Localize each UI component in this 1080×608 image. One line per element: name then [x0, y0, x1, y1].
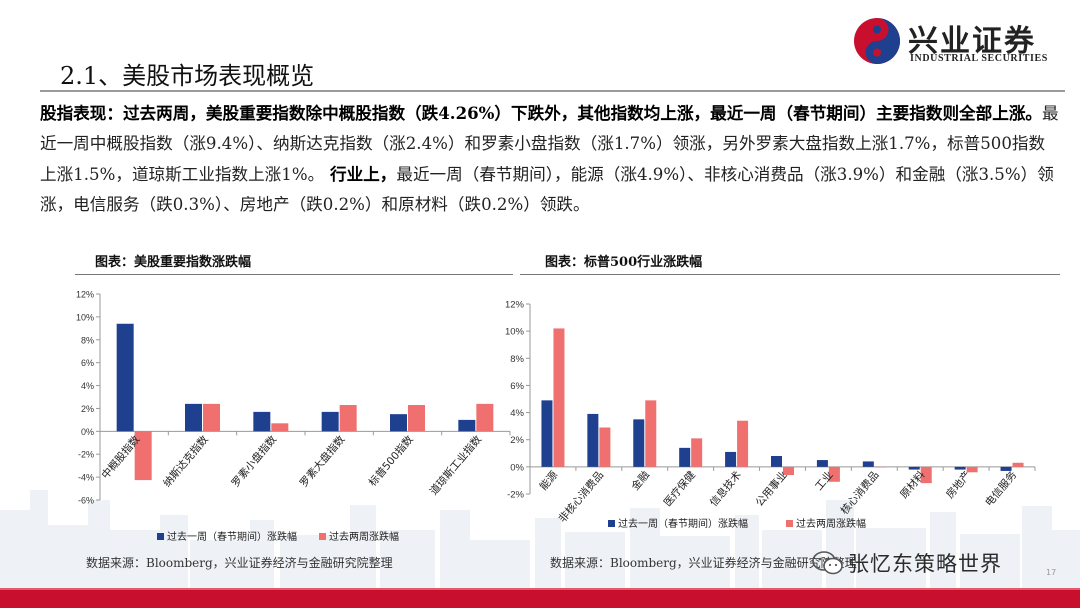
paragraph-bold-2: 行业上， — [324, 164, 397, 184]
chart2-bar-one-week — [908, 466, 920, 470]
chart2-bar-two-week — [783, 466, 794, 475]
summary-paragraph: 股指表现：过去两周，美股重要指数除中概股指数（跌4.26%）下跌外，其他指数均上… — [40, 98, 1060, 220]
chart1-y-tick-label: 8% — [81, 335, 94, 345]
chart2-bar-two-week — [966, 466, 978, 473]
chart1-legend-label-two-week: 过去两周涨跌幅 — [329, 530, 399, 543]
chart1-index-returns: -6%-4%-2%0%2%4%6%8%10%12%中概股指数 纳斯达克指数 罗素小盘… — [76, 290, 511, 543]
chart2-title-rule — [520, 274, 1060, 275]
chart2-bar-two-week — [874, 466, 886, 468]
chart2-bar-two-week — [645, 400, 657, 467]
chart2-bar-two-week — [691, 438, 703, 467]
chart1-bar-one-week — [185, 403, 202, 432]
brand-logo-mark-icon — [854, 18, 900, 64]
chart1-legend-label-one-week: 过去一周（春节期间）涨跌幅 — [167, 530, 297, 543]
chart2-bar-one-week — [725, 451, 737, 467]
chart1-bar-two-week — [271, 423, 289, 432]
chart1-y-tick-label: 10% — [76, 312, 94, 322]
chart2-category-label: 公用事业 — [753, 468, 790, 509]
chart2-bar-two-week — [828, 466, 840, 482]
footer-accent-line — [0, 588, 1080, 590]
city-skyline-background — [0, 490, 1080, 590]
brand-name-cn: 兴业证券 — [908, 24, 1036, 59]
chart1-category-label: 道琼斯工业指数 — [427, 433, 485, 498]
chart1-y-tick-label: -6% — [78, 496, 94, 506]
chart2-bar-one-week — [541, 400, 553, 467]
paragraph-bold-1: 股指表现：过去两周，美股重要指数除中概股指数（跌4.26%）下跌外，其他指数均上… — [40, 103, 1043, 123]
chart2-bar-two-week — [553, 328, 565, 467]
chart2-category-label: 电信服务 — [982, 468, 1019, 509]
chart1-bar-two-week — [339, 405, 357, 432]
title-divider — [40, 90, 1065, 92]
page-title: 2.1、美股市场表现概览 — [60, 62, 315, 90]
chart2-bar-one-week — [1000, 466, 1012, 471]
page-number: 17 — [1046, 568, 1057, 577]
chart1-category-label: 罗素大盘指数 — [297, 433, 348, 490]
chart1-bar-one-week — [321, 411, 339, 432]
chart1-legend-swatch-one-week — [157, 533, 164, 540]
chart2-bar-one-week — [633, 419, 645, 467]
chart2-legend-swatch-two-week — [786, 520, 793, 527]
chart1-category-label: 纳斯达克指数 — [160, 433, 211, 490]
chart2-y-tick-label: 10% — [505, 327, 525, 338]
chart1-bar-one-week — [116, 323, 134, 432]
paragraph-text-1: 最近一周中概股指数（涨9.4%）、纳斯达克指数（涨2.4%）和罗素小盘指数（涨1… — [40, 104, 1059, 184]
chart1-bar-two-week — [408, 405, 425, 432]
chart1-bar-one-week — [458, 419, 476, 432]
chart2-bar-one-week — [954, 466, 966, 470]
chart1-title: 图表：美股重要指数涨跌幅 — [95, 255, 252, 270]
chart1-title-rule — [75, 274, 513, 275]
chart2-bar-one-week — [862, 461, 874, 467]
chart2-category-label: 能源 — [537, 468, 561, 493]
chart2-bar-two-week — [920, 466, 932, 484]
wechat-icon — [812, 551, 843, 575]
chart1-bar-two-week — [134, 431, 152, 481]
chart1-y-tick-label: -4% — [78, 473, 94, 483]
chart2-category-label: 核心消费品 — [838, 468, 882, 517]
footer-bar — [0, 590, 1080, 608]
watermark-text: 张忆东策略世界 — [848, 552, 1002, 576]
chart1-category-label: 标普500指数 — [366, 433, 416, 489]
chart1-y-tick-label: 0% — [81, 427, 94, 437]
chart2-category-label: 金融 — [629, 468, 653, 493]
chart1-y-tick-label: 4% — [81, 381, 94, 391]
chart2-bar-two-week — [737, 420, 749, 467]
chart2-legend-swatch-one-week — [608, 520, 615, 527]
chart2-bar-two-week — [1012, 462, 1024, 467]
chart2-y-tick-label: 2% — [510, 435, 524, 446]
chart2-y-tick-label: 12% — [505, 300, 525, 311]
chart1-y-tick-label: 12% — [76, 290, 94, 300]
chart2-bar-one-week — [679, 447, 691, 467]
chart1-bar-one-week — [390, 414, 407, 432]
chart1-category-label: 罗素小盘指数 — [229, 433, 280, 490]
chart2-y-tick-label: 6% — [510, 381, 524, 392]
chart2-y-tick-label: 4% — [510, 408, 524, 419]
chart1-bar-two-week — [476, 403, 494, 432]
chart1-y-tick-label: 2% — [81, 404, 94, 414]
chart2-bar-one-week — [771, 456, 782, 467]
chart1-source: 数据来源：Bloomberg，兴业证券经济与金融研究院整理 — [86, 556, 393, 570]
brand-logo: 兴业证券 INDUSTRIAL SECURITIES — [850, 14, 1070, 66]
chart2-category-label: 非核心消费品 — [556, 468, 606, 525]
chart1-y-tick-label: 6% — [81, 358, 94, 368]
chart2-y-tick-label: 8% — [510, 354, 524, 365]
chart2-bar-two-week — [599, 427, 611, 467]
chart2-category-label: 信息技术 — [707, 468, 744, 509]
chart2-category-label: 医疗保健 — [661, 468, 698, 509]
chart2-bar-one-week — [816, 460, 828, 467]
chart2-bar-one-week — [587, 413, 599, 467]
chart2-y-tick-label: 0% — [510, 462, 524, 473]
chart2-title: 图表：标普500行业涨跌幅 — [545, 255, 703, 270]
chart2-y-tick-label: -2% — [507, 490, 524, 501]
paragraph-text-2: 最近一周（春节期间），能源（涨4.9%）、非核心消费品（涨3.9%）和金融（涨3… — [40, 165, 1054, 214]
chart2-legend-label-two-week: 过去两周涨跌幅 — [796, 517, 866, 530]
brand-name-en: INDUSTRIAL SECURITIES — [910, 53, 1048, 64]
chart1-bar-two-week — [203, 403, 220, 432]
chart1-bar-one-week — [253, 411, 271, 432]
chart1-legend-swatch-two-week — [319, 533, 326, 540]
chart2-source: 数据来源：Bloomberg，兴业证券经济与金融研究院整理 — [550, 556, 857, 570]
chart2-category-label: 房地产 — [943, 468, 973, 500]
chart1-y-tick-label: -2% — [78, 450, 94, 460]
chart2-legend-label-one-week: 过去一周（春节期间）涨跌幅 — [618, 517, 748, 530]
